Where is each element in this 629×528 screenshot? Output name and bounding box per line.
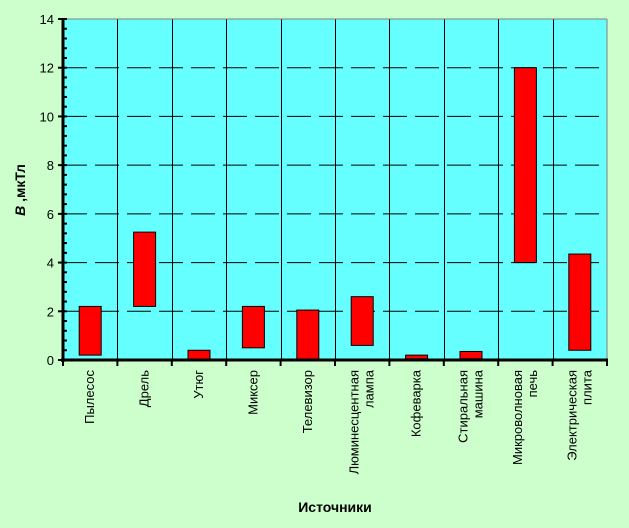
category-label: Телевизор: [300, 370, 315, 433]
y-tick-label: 8: [47, 158, 54, 173]
range-bar: [350, 296, 374, 346]
y-tick-label: 0: [47, 353, 54, 368]
svg-text:Дрель: Дрель: [137, 370, 152, 407]
x-category-labels: Пылесос Дрель Утюг Миксер Телевизор Люминесце…: [82, 369, 594, 474]
svg-text:Утюг: Утюг: [191, 370, 206, 399]
svg-text:Кофеварка: Кофеварка: [409, 369, 424, 437]
range-bar: [513, 67, 537, 264]
vertical-gridlines: [117, 19, 554, 360]
category-label: Дрель: [137, 370, 152, 407]
range-bar: [568, 253, 592, 351]
category-label: Микроволновая печь: [510, 370, 540, 465]
y-tick-labels: 0 2 4 6 8 10 12 14: [40, 12, 54, 368]
y-axis-title: B ,мкТл: [12, 164, 28, 216]
category-label: Люминесцентная лампа: [347, 369, 377, 474]
x-axis: [61, 358, 608, 366]
svg-text:Люминесцентная: Люминесцентная: [347, 370, 362, 474]
svg-text:печь: печь: [525, 370, 540, 398]
category-label: Миксер: [245, 370, 260, 415]
category-label: Стиральная машина: [456, 369, 486, 443]
range-bar: [405, 354, 429, 360]
svg-text:Микроволновая: Микроволновая: [510, 370, 525, 465]
y-tick-label: 6: [47, 207, 54, 222]
y-tick-label: 12: [40, 61, 54, 76]
y-tick-label: 4: [47, 256, 54, 271]
y-tick-label: 10: [40, 109, 54, 124]
range-bar: [241, 305, 265, 349]
svg-text:Миксер: Миксер: [245, 370, 260, 415]
svg-text:Пылесос: Пылесос: [82, 370, 97, 424]
svg-text:Стиральная: Стиральная: [456, 370, 471, 443]
svg-text:лампа: лампа: [362, 369, 377, 408]
bars: [78, 67, 592, 361]
svg-text:машина: машина: [471, 369, 486, 418]
category-label: Кофеварка: [409, 369, 424, 437]
range-bar: [459, 350, 483, 360]
y-tick-label: 2: [47, 304, 54, 319]
category-label: Пылесос: [82, 370, 97, 424]
y-tick-label: 14: [40, 12, 54, 27]
range-bar: [133, 231, 157, 307]
category-label: Электрическая плита: [564, 369, 594, 461]
range-bar: [296, 309, 320, 361]
svg-text:Электрическая: Электрическая: [564, 370, 579, 461]
category-label: Утюг: [191, 370, 206, 399]
range-bar: [78, 305, 102, 356]
y-axis: [58, 18, 67, 362]
svg-text:плита: плита: [579, 369, 594, 405]
svg-text:Телевизор: Телевизор: [300, 370, 315, 433]
x-axis-title: Источники: [298, 499, 372, 515]
